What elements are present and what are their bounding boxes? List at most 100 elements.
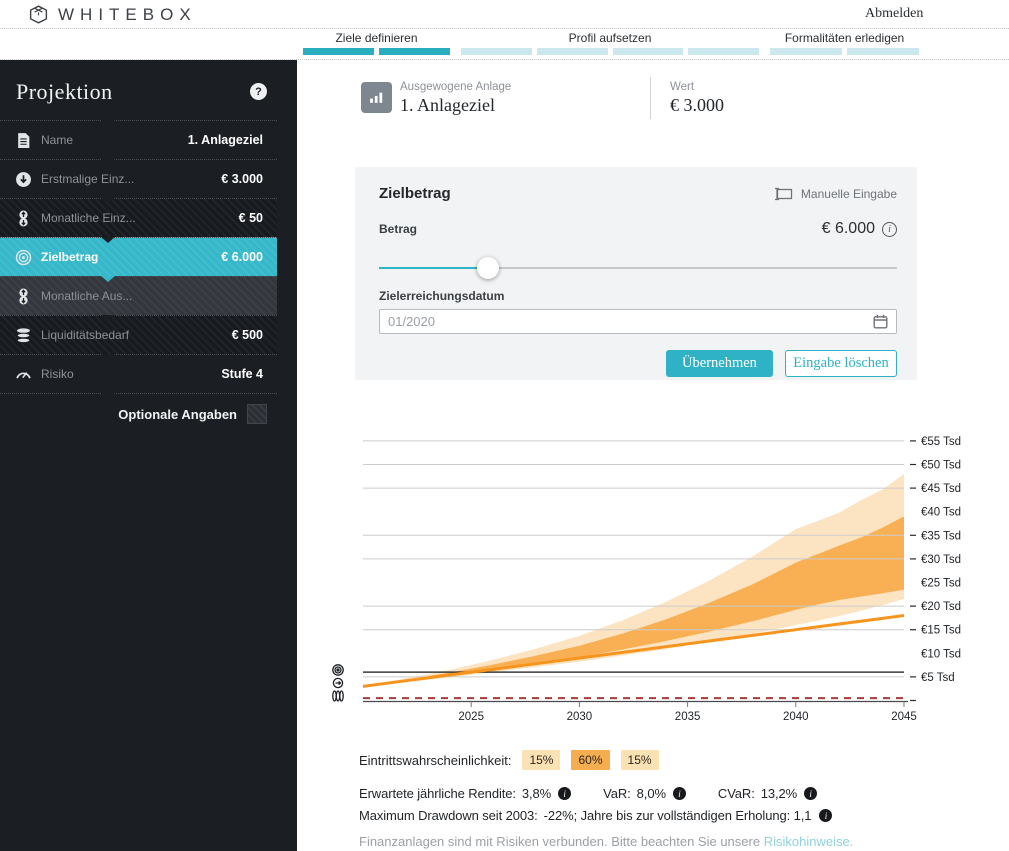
logout-link[interactable]: Abmelden <box>865 6 924 21</box>
step-segment <box>461 48 532 55</box>
metric-value: 8,0% <box>636 786 666 801</box>
metric: Erwartete jährliche Rendite: 3,8% i <box>359 786 572 801</box>
step-label: Profil aufsetzen <box>568 31 652 45</box>
date-input[interactable]: 01/2020 <box>379 309 897 334</box>
progress-steps: Ziele definieren Profil aufsetzen Formalit… <box>303 31 920 55</box>
coins-updown-icon <box>15 210 32 227</box>
target-icon <box>15 249 32 266</box>
step-2[interactable]: Profil aufsetzen <box>461 31 760 55</box>
coin-down-icon <box>15 171 32 188</box>
amount-slider <box>379 257 897 279</box>
y-axis-label: €35 Tsd <box>921 530 961 542</box>
whitebox-logo: WHITEBOX <box>28 4 197 25</box>
y-axis-label: €55 Tsd <box>921 436 961 448</box>
slider-track[interactable] <box>379 267 897 269</box>
slider-fill <box>379 267 488 269</box>
manual-entry-toggle[interactable]: Manuelle Eingabe <box>774 187 897 201</box>
sidebar-item-monatliche-einz[interactable]: Monatliche Einz... € 50 <box>0 198 277 237</box>
metric: CVaR: 13,2% i <box>718 786 818 801</box>
y-axis-label: €15 Tsd <box>921 625 961 637</box>
axis-goal-icons <box>332 664 344 702</box>
metric-label: VaR: <box>603 786 631 801</box>
probability-band <box>363 516 904 687</box>
drawdown-row: Maximum Drawdown seit 2003: -22%; Jahre … <box>359 808 833 823</box>
coin-stack-icon <box>15 327 32 344</box>
sidebar-item-value: € 3.000 <box>221 172 263 186</box>
slider-thumb[interactable] <box>476 257 499 279</box>
step-3[interactable]: Formalitäten erledigen <box>770 31 920 55</box>
metrics-row: Erwartete jährliche Rendite: 3,8% i VaR: 8,0… <box>359 786 849 801</box>
step-segment <box>536 48 608 55</box>
y-axis-label: €30 Tsd <box>921 554 961 566</box>
step-label: Ziele definieren <box>335 31 418 45</box>
amount-info-icon[interactable]: i <box>882 221 897 237</box>
metric-value: 3,8% <box>521 786 552 801</box>
step-segment <box>688 48 760 55</box>
optional-checkbox[interactable] <box>247 404 267 424</box>
sidebar-item-monatliche-aus[interactable]: Monatliche Aus... <box>0 276 277 315</box>
sidebar-items: Name 1. Anlageziel Erstmalige Einz... € 3.0… <box>0 120 297 393</box>
sidebar-item-zielbetrag[interactable]: Zielbetrag € 6.000 <box>0 237 277 276</box>
contributions-line <box>362 614 905 688</box>
step-segment <box>379 48 451 55</box>
sidebar-item-value: 1. Anlageziel <box>187 133 263 147</box>
goal-title: 1. Anlageziel <box>400 95 495 115</box>
x-axis-label: 2040 <box>783 711 809 723</box>
y-axis-label: €25 Tsd <box>921 578 961 590</box>
metric-info-icon[interactable]: i <box>558 787 572 800</box>
sidebar-item-name[interactable]: Name 1. Anlageziel <box>0 120 277 159</box>
sidebar-item-label: Name <box>41 133 74 147</box>
step-segment <box>770 48 843 55</box>
target-axis-icon <box>332 664 344 676</box>
coins-updown-icon <box>15 288 32 305</box>
projection-sidebar: Projektion ? Name 1. Anlageziel Erstmalige… <box>0 60 297 851</box>
projection-chart: €55 Tsd €50 Tsd €45 Tsd €40 Tsd €35 Tsd €30 T… <box>332 436 961 723</box>
submit-button[interactable]: Übernehmen <box>666 350 773 377</box>
sidebar-item-label: Monatliche Aus... <box>41 289 133 303</box>
risk-link[interactable]: Risikohinweise. <box>763 834 854 849</box>
sidebar-item-label: Liquiditätsbedarf <box>41 328 130 342</box>
top-bar: WHITEBOX Abmelden <box>0 0 1009 29</box>
sidebar-item-erstmalige-einz[interactable]: Erstmalige Einz... € 3.000 <box>0 159 277 198</box>
amount-label: Betrag <box>379 222 418 236</box>
risk-note-text: Finanzanlagen sind mit Risiken verbunden… <box>359 834 764 849</box>
drawdown-info-icon[interactable]: i <box>819 809 833 822</box>
probability-badge: 15% <box>620 750 659 770</box>
gauge-icon <box>15 366 32 383</box>
drawdown-label: Maximum Drawdown seit 2003: <box>359 808 538 823</box>
sidebar-item-label: Risiko <box>41 367 74 381</box>
metric-info-icon[interactable]: i <box>804 787 818 800</box>
amount-value: € 6.000 <box>821 220 875 237</box>
x-axis-label: 2045 <box>891 711 917 723</box>
sidebar-item-label: Erstmalige Einz... <box>41 172 135 186</box>
x-axis-label: 2025 <box>458 711 484 723</box>
y-axis-label: €45 Tsd <box>921 483 961 495</box>
step-label: Formalitäten erledigen <box>784 31 905 45</box>
risk-note: Finanzanlagen sind mit Risiken verbunden… <box>359 834 853 849</box>
manual-input-icon <box>774 187 793 200</box>
step-1[interactable]: Ziele definieren <box>303 31 451 55</box>
brand-name: WHITEBOX <box>58 4 197 24</box>
y-axis-label: €50 Tsd <box>921 460 961 472</box>
card-title: Zielbetrag <box>379 185 451 202</box>
sidebar-item-liquidit-tsbedarf[interactable]: Liquiditätsbedarf € 500 <box>0 315 277 354</box>
step-segment <box>612 48 684 55</box>
bar-chart-icon <box>370 92 383 103</box>
manual-entry-label: Manuelle Eingabe <box>800 186 897 201</box>
help-icon[interactable]: ? <box>250 83 267 100</box>
metric-info-icon[interactable]: i <box>672 787 686 800</box>
y-axis-label: €20 Tsd <box>921 601 961 613</box>
sidebar-item-value: Stufe 4 <box>221 367 263 381</box>
probability-badge: 60% <box>571 750 610 770</box>
probability-badge: 15% <box>522 750 561 770</box>
sidebar-item-value: € 500 <box>231 328 263 342</box>
clear-button[interactable]: Eingabe löschen <box>785 350 897 377</box>
separator-notch <box>101 159 115 165</box>
sidebar-item-risiko[interactable]: Risiko Stufe 4 <box>0 354 277 393</box>
y-axis-label: €10 Tsd <box>921 648 961 660</box>
calendar-icon[interactable] <box>873 314 888 329</box>
header-divider <box>650 77 651 119</box>
x-axis-label: 2030 <box>567 711 593 723</box>
separator-notch <box>101 276 115 282</box>
coin-axis-icon <box>332 677 344 689</box>
